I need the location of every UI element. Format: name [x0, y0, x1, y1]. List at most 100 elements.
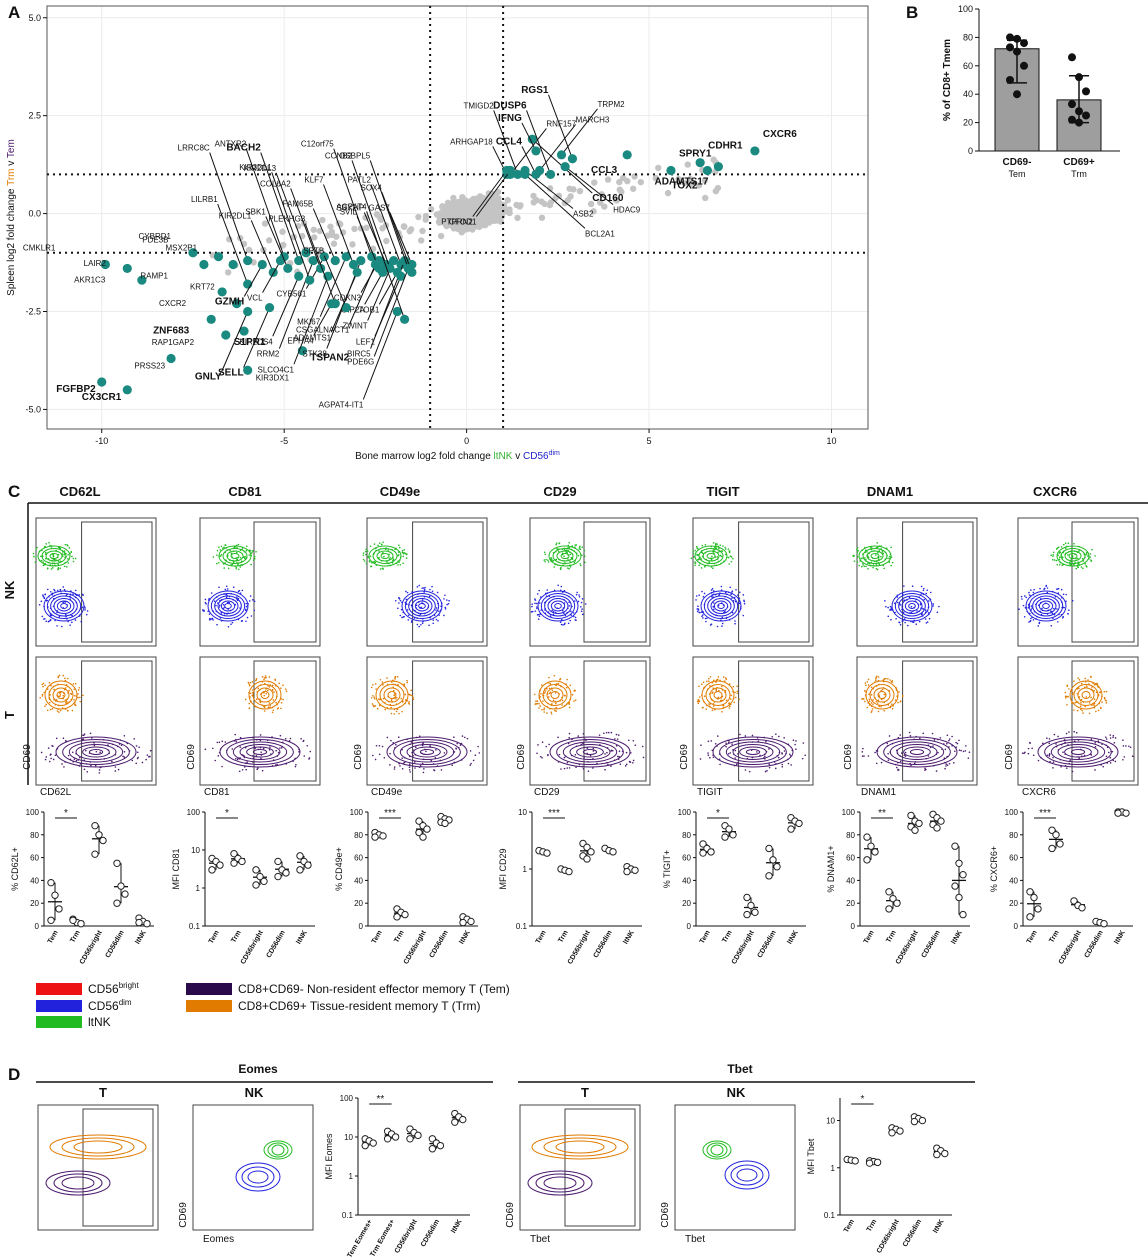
event-dot — [1094, 742, 1097, 744]
event-dot — [463, 736, 466, 739]
gene-leader-line — [356, 216, 380, 269]
flow-gate — [902, 660, 974, 782]
event-dot — [945, 765, 947, 767]
event-dot — [252, 550, 254, 552]
background-gene-point — [567, 193, 574, 200]
event-dot — [642, 756, 645, 759]
contour-ring — [698, 548, 724, 564]
event-dot — [539, 705, 542, 707]
event-dot — [365, 548, 367, 550]
contour-ring — [419, 749, 435, 755]
y-tick-label: 80 — [354, 831, 363, 840]
event-dot — [1070, 551, 1073, 553]
data-point — [47, 916, 55, 924]
background-gene-point — [664, 189, 672, 197]
contour-ring — [909, 749, 925, 755]
category-label: CD56bright — [876, 1218, 901, 1255]
background-gene-point — [427, 206, 435, 213]
event-dot — [370, 565, 373, 568]
event-dot — [261, 675, 264, 678]
significance-label: *** — [1039, 808, 1051, 819]
event-dot — [1048, 738, 1051, 740]
gene-label: LEF1 — [356, 337, 376, 346]
event-dot — [444, 594, 446, 597]
event-dot — [619, 763, 622, 765]
event-dot — [531, 610, 534, 613]
event-dot — [560, 768, 562, 770]
event-dot — [74, 704, 77, 707]
event-dot — [250, 563, 252, 566]
contour-ring — [710, 598, 732, 614]
contour-ring — [372, 548, 398, 564]
contour-ring — [1068, 553, 1078, 559]
y-tick-label: 0.1 — [824, 1211, 836, 1220]
data-point — [304, 861, 312, 869]
event-dot — [886, 742, 889, 745]
event-dot — [697, 699, 700, 701]
event-dot — [375, 744, 378, 747]
gene-label: CDKN3 — [334, 294, 362, 303]
event-dot — [708, 703, 710, 705]
event-dot — [82, 694, 84, 697]
data-point — [543, 849, 551, 857]
contour-ring — [401, 590, 443, 622]
event-dot — [372, 754, 374, 757]
event-dot — [632, 739, 635, 742]
gene-leader-line — [373, 268, 409, 357]
event-dot — [57, 675, 60, 678]
event-dot — [48, 701, 51, 704]
contour-ring — [1057, 744, 1099, 760]
event-dot — [255, 679, 257, 682]
event-dot — [215, 604, 217, 607]
gene-label: SPRY1 — [679, 149, 712, 160]
event-dot — [540, 692, 542, 695]
event-dot — [625, 751, 628, 754]
event-dot — [131, 759, 134, 762]
event-dot — [44, 758, 47, 761]
background-gene-point — [407, 226, 415, 233]
contour-ring — [62, 739, 130, 765]
event-dot — [268, 686, 271, 688]
data-point — [729, 831, 737, 839]
event-dot — [1087, 679, 1089, 681]
event-dot — [253, 600, 256, 603]
data-point — [1068, 115, 1076, 124]
event-dot — [264, 682, 266, 685]
data-point — [933, 824, 941, 832]
event-dot — [867, 684, 870, 686]
background-gene-point — [422, 216, 429, 223]
event-dot — [870, 702, 873, 704]
event-dot — [551, 560, 554, 562]
gene-label: AKR1C3 — [74, 275, 106, 284]
density-contour — [852, 542, 894, 571]
gene-label: OIP2A — [341, 305, 365, 314]
event-dot — [787, 762, 790, 765]
event-dot — [1131, 755, 1134, 758]
event-dot — [249, 692, 252, 695]
event-dot — [571, 693, 574, 696]
gene-label: PDE6G — [347, 357, 374, 366]
data-point — [863, 833, 871, 841]
contour-ring — [1037, 736, 1119, 768]
event-dot — [378, 704, 381, 707]
event-dot — [560, 618, 563, 621]
event-dot — [1069, 563, 1072, 566]
event-dot — [871, 710, 873, 712]
event-dot — [70, 693, 73, 696]
event-dot — [703, 566, 706, 568]
event-dot — [58, 547, 61, 549]
event-dot — [632, 759, 635, 762]
event-dot — [84, 607, 86, 609]
flow-y-label: CD69 — [843, 744, 854, 770]
event-dot — [1068, 731, 1070, 733]
data-point — [113, 859, 121, 867]
event-dot — [615, 733, 618, 736]
event-dot — [566, 678, 568, 681]
event-dot — [397, 607, 399, 610]
event-dot — [563, 612, 565, 615]
event-dot — [1061, 564, 1064, 567]
event-dot — [280, 702, 283, 704]
event-dot — [220, 554, 223, 556]
y-tick-label: 80 — [846, 831, 855, 840]
event-dot — [945, 742, 948, 745]
